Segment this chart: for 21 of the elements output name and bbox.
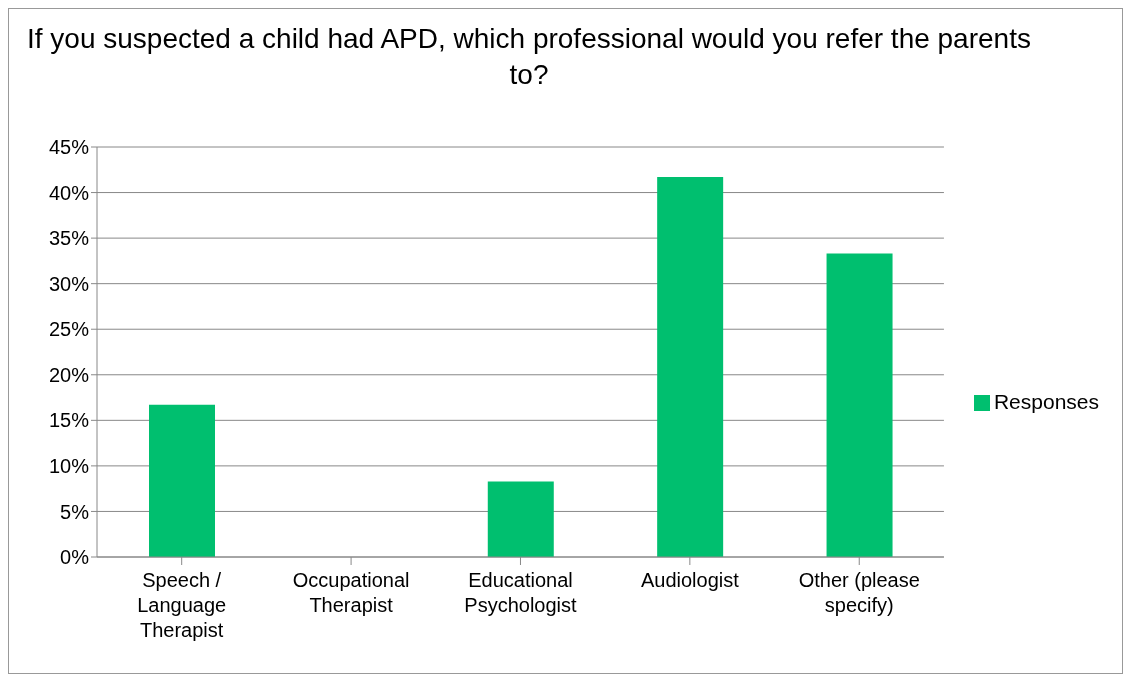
bar — [657, 177, 724, 557]
y-tick-label: 15% — [48, 409, 90, 432]
y-tick-label: 35% — [48, 227, 90, 250]
y-tick-label: 25% — [48, 318, 90, 341]
bar — [149, 404, 215, 557]
x-tick-label: Speech / Language Therapist — [137, 569, 227, 641]
x-tick-label: Educational Psychologist — [464, 569, 578, 616]
x-tick-label: Occupational Therapist — [292, 569, 410, 616]
legend-label: Responses — [993, 390, 1099, 413]
chart-title: If you suspected a child had APD, which professional would you refer the parents to? — [26, 22, 1032, 92]
y-tick-label: 40% — [48, 181, 90, 204]
y-tick-label: 20% — [48, 363, 90, 386]
y-tick-label: 10% — [48, 454, 90, 477]
bar — [487, 481, 554, 557]
x-tick-label: Audiologist — [640, 569, 740, 591]
y-tick-label: 30% — [48, 272, 90, 295]
y-tick-label: 5% — [60, 500, 90, 523]
x-tick-label: Other (please specify) — [798, 569, 920, 616]
bar — [826, 253, 893, 557]
y-tick-label: 45% — [48, 136, 90, 159]
y-tick-label: 0% — [60, 546, 90, 569]
